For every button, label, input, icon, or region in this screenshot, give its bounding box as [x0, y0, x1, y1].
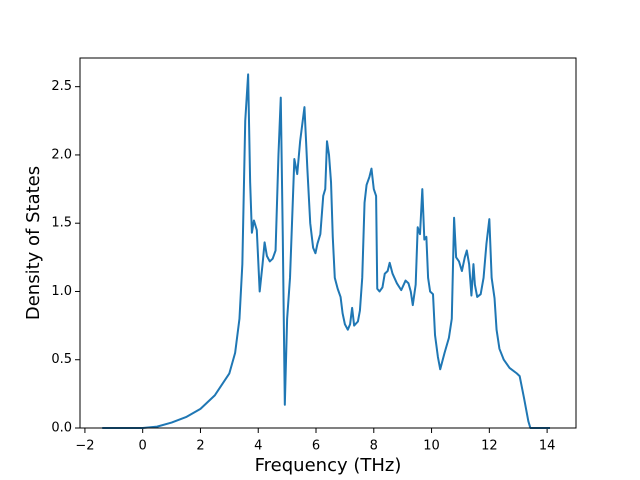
y-axis-label: Density of States — [23, 166, 44, 320]
x-tick-label: 12 — [481, 439, 498, 454]
x-tick-label: 0 — [139, 439, 147, 454]
x-tick-label: 6 — [312, 439, 320, 454]
plot-frame — [79, 57, 577, 429]
x-tick-label: 8 — [370, 439, 378, 454]
y-tick-label: 2.0 — [51, 147, 72, 162]
line-series — [102, 73, 551, 429]
y-tick-label: 1.5 — [51, 216, 72, 231]
y-tick-label: 0.5 — [51, 352, 72, 367]
y-tick-label: 2.5 — [51, 79, 72, 94]
x-tick-label: 4 — [254, 439, 262, 454]
x-tick-label: 10 — [423, 439, 440, 454]
y-tick-label: 1.0 — [51, 284, 72, 299]
x-tick-label: −2 — [75, 439, 94, 454]
x-tick-label: 14 — [539, 439, 556, 454]
y-tick-label: 0.0 — [51, 421, 72, 436]
x-tick-label: 2 — [196, 439, 204, 454]
x-axis-label: Frequency (THz) — [255, 455, 402, 476]
